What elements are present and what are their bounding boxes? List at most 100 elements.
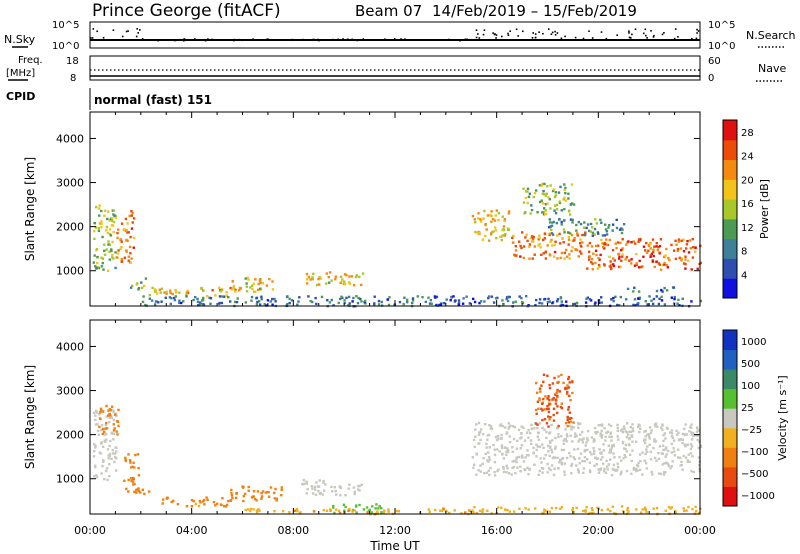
heatmap-cell xyxy=(550,228,553,231)
heatmap-cell xyxy=(563,251,566,255)
heatmap-cell xyxy=(598,301,601,305)
heatmap-cell xyxy=(258,279,262,282)
heatmap-cell xyxy=(505,432,508,435)
nsky-point xyxy=(102,37,105,39)
heatmap-cell xyxy=(652,507,655,510)
heatmap-cell xyxy=(512,234,515,238)
nsky-point xyxy=(697,30,700,32)
heatmap-cell xyxy=(690,300,693,303)
heatmap-cell xyxy=(525,431,529,434)
heatmap-cell xyxy=(411,297,415,300)
heatmap-cell xyxy=(119,247,122,250)
heatmap-cell xyxy=(538,242,541,246)
heatmap-cell xyxy=(542,238,545,242)
heatmap-cell xyxy=(541,471,544,474)
heatmap-cell xyxy=(311,300,314,304)
heatmap-cell xyxy=(536,400,540,403)
x-tick-label: 20:00 xyxy=(582,524,614,537)
heatmap-cell xyxy=(559,459,562,462)
heatmap-cell xyxy=(626,422,629,425)
heatmap-cell xyxy=(133,466,136,469)
heatmap-cell xyxy=(613,456,616,459)
heatmap-cell xyxy=(487,295,491,298)
heatmap-cell xyxy=(588,469,592,472)
heatmap-cell xyxy=(130,257,133,260)
heatmap-cell xyxy=(178,299,181,302)
heatmap-cell xyxy=(571,221,574,224)
heatmap-cell xyxy=(148,297,151,300)
heatmap-cell xyxy=(566,418,569,422)
nsky-point xyxy=(522,30,524,33)
heatmap-cell xyxy=(214,294,217,297)
heatmap-cell xyxy=(386,298,389,301)
heatmap-cell xyxy=(623,427,626,430)
heatmap-cell xyxy=(556,234,559,237)
heatmap-cell xyxy=(256,490,260,493)
heatmap-cell xyxy=(675,243,678,246)
heatmap-cell xyxy=(644,441,647,445)
heatmap-cell xyxy=(208,296,211,299)
nsky-point xyxy=(554,34,557,36)
heatmap-cell xyxy=(529,212,532,215)
heatmap-cell xyxy=(600,429,603,433)
heatmap-cell xyxy=(642,255,645,258)
heatmap-cell xyxy=(112,423,115,426)
heatmap-cell xyxy=(125,250,128,253)
heatmap-cell xyxy=(443,302,446,305)
heatmap-cell xyxy=(324,483,327,486)
heatmap-cell xyxy=(141,300,145,304)
heatmap-cell xyxy=(234,300,237,304)
heatmap-cell xyxy=(108,444,111,448)
heatmap-cell xyxy=(492,301,496,304)
heatmap-cell xyxy=(108,228,112,231)
heatmap-cell xyxy=(563,257,566,260)
heatmap-cell xyxy=(108,250,111,253)
heatmap-cell xyxy=(136,282,139,285)
heatmap-cell xyxy=(337,509,341,512)
heatmap-cell xyxy=(689,425,692,429)
heatmap-cell xyxy=(545,436,548,440)
heatmap-cell xyxy=(500,433,503,437)
heatmap-cell xyxy=(689,452,693,455)
nsky-point xyxy=(501,35,503,38)
heatmap-cell xyxy=(543,237,547,240)
heatmap-cell xyxy=(132,246,135,249)
heatmap-cell xyxy=(648,437,651,440)
heatmap-cell xyxy=(527,436,530,439)
heatmap-cell xyxy=(114,216,117,219)
heatmap-cell xyxy=(465,295,468,298)
heatmap-cell xyxy=(674,511,677,514)
heatmap-cell xyxy=(487,433,491,437)
heatmap-cell xyxy=(565,248,568,252)
heatmap-cell xyxy=(619,241,622,245)
nsky-point xyxy=(548,28,550,30)
heatmap-cell xyxy=(447,512,451,515)
heatmap-cell xyxy=(601,424,604,427)
heatmap-cell xyxy=(296,303,299,306)
heatmap-cell xyxy=(520,425,523,428)
heatmap-cell xyxy=(202,500,205,503)
heatmap-cell xyxy=(560,506,563,509)
heatmap-cell xyxy=(660,295,663,298)
heatmap-cell xyxy=(552,407,556,410)
heatmap-cell xyxy=(115,430,118,433)
heatmap-cell xyxy=(112,409,115,412)
heatmap-cell xyxy=(528,245,531,248)
heatmap-cell xyxy=(132,483,135,486)
heatmap-cell xyxy=(672,450,676,453)
heatmap-cell xyxy=(640,265,643,269)
heatmap-cell xyxy=(661,463,664,466)
heatmap-cell xyxy=(512,510,516,513)
heatmap-cell xyxy=(601,456,604,459)
heatmap-cell xyxy=(599,253,602,257)
heatmap-cell xyxy=(96,423,99,426)
heatmap-cell xyxy=(95,474,98,477)
heatmap-cell xyxy=(563,219,566,222)
heatmap-cell xyxy=(120,260,123,263)
heatmap-cell xyxy=(256,300,259,304)
heatmap-cell xyxy=(541,418,544,422)
heatmap-cell xyxy=(105,469,108,473)
heatmap-cell xyxy=(319,491,322,495)
heatmap-cell xyxy=(627,433,630,437)
heatmap-cell xyxy=(200,286,203,290)
